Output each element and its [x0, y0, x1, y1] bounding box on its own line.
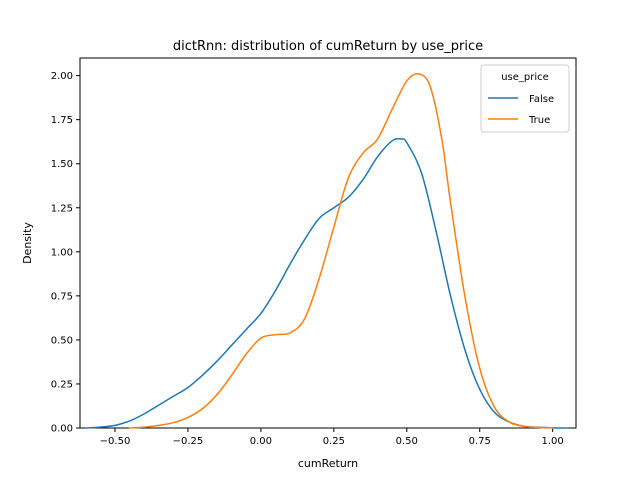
chart-title: dictRnn: distribution of cumReturn by us…: [173, 39, 483, 54]
legend-title: use_price: [501, 72, 549, 83]
series-lines: [85, 72, 568, 429]
x-tick-label: 1.00: [542, 436, 564, 447]
x-tick-label: 0.50: [396, 436, 418, 447]
x-tick-label: −0.25: [173, 436, 204, 447]
x-tick-label: 0.25: [323, 436, 345, 447]
y-axis-label: Density: [21, 222, 34, 264]
y-tick-label: 1.50: [51, 159, 73, 170]
legend-label-true: True: [528, 115, 550, 126]
y-tick-label: 1.75: [51, 115, 73, 126]
series-line-true: [128, 72, 554, 429]
x-axis-label: cumReturn: [298, 457, 358, 470]
y-tick-label: 2.00: [51, 71, 73, 82]
y-tick-label: 1.00: [51, 247, 73, 258]
y-tick-label: 0.25: [51, 379, 73, 390]
y-tick-label: 0.75: [51, 291, 73, 302]
legend: use_price False True: [480, 64, 570, 133]
legend-label-false: False: [529, 94, 554, 105]
plot-frame: [79, 57, 577, 429]
series-line-false: [85, 137, 568, 429]
y-tick-label: 0.50: [51, 335, 73, 346]
x-tick-label: −0.50: [100, 436, 131, 447]
y-axis: 0.00 0.25 0.50 0.75 1.00 1.25 1.50 1.75 2.00: [51, 71, 80, 435]
y-tick-label: 0.00: [51, 424, 73, 435]
legend-box: [480, 64, 570, 133]
plot-area: [79, 57, 577, 429]
y-tick-label: 1.25: [51, 203, 73, 214]
x-tick-label: 0.00: [250, 436, 272, 447]
x-tick-label: 0.75: [469, 436, 491, 447]
x-axis: −0.50 −0.25 0.00 0.25 0.50 0.75 1.00: [100, 428, 564, 447]
